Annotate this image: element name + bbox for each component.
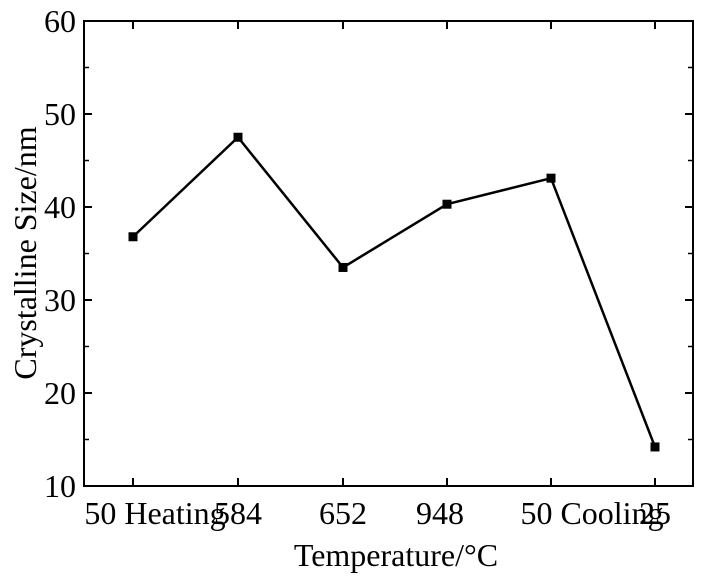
x-tick-label: 652 [319,495,367,531]
x-axis-label: Temperature/°C [294,537,498,573]
y-tick-label: 10 [44,468,76,504]
y-tick-label: 40 [44,189,76,225]
y-axis-label: Crystalline Size/nm [7,126,43,379]
data-point-marker [128,232,138,242]
x-tick-label: 50 Heating [84,495,225,531]
data-point-marker [233,132,243,142]
series-layer [128,132,660,452]
y-tick-label: 30 [44,282,76,318]
y-tick-label: 60 [44,3,76,39]
data-point-marker [442,199,452,209]
series-line [132,135,657,448]
y-tick-label: 50 [44,96,76,132]
x-tick-label: 584 [214,495,262,531]
y-tick-label: 20 [44,375,76,411]
plot-frame [83,20,694,487]
data-point-marker [650,442,660,452]
data-point-marker [546,173,556,183]
x-tick-label: 948 [416,495,464,531]
data-point-marker [338,262,348,272]
x-tick-label: 50 Cooling [520,495,663,531]
x-tick-label: 25 [639,495,671,531]
